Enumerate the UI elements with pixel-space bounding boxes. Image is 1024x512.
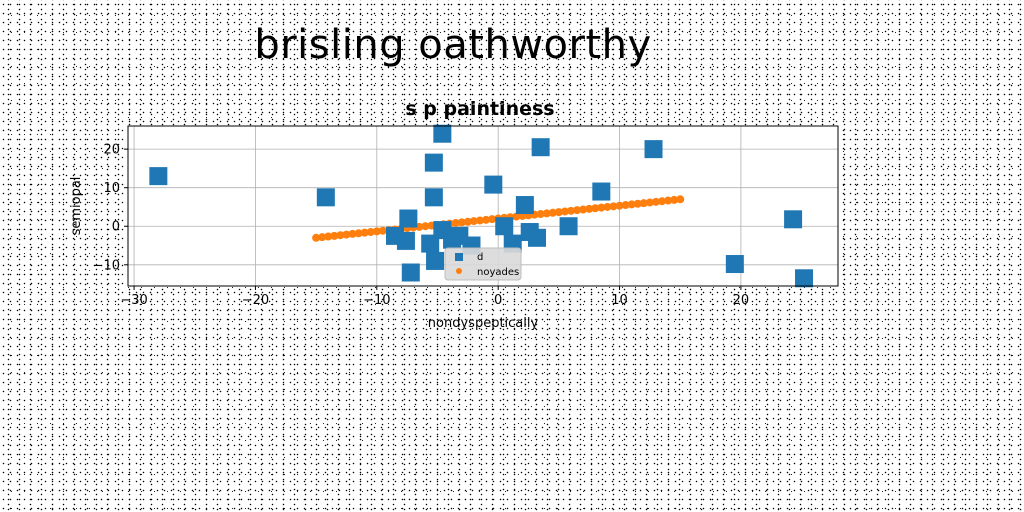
- noyades-point: [639, 199, 648, 208]
- noyades-point: [348, 229, 357, 238]
- noyades-point: [536, 210, 545, 219]
- noyades-point: [482, 215, 491, 224]
- noyades-point: [488, 215, 497, 224]
- noyades-point: [324, 232, 333, 241]
- x-tick-label: 10: [611, 293, 628, 308]
- noyades-point: [615, 201, 624, 210]
- noyades-point: [658, 197, 667, 206]
- noyades-point: [609, 202, 618, 211]
- noyades-point: [554, 208, 563, 217]
- legend-noyades-label: noyades: [477, 267, 519, 278]
- chart-title: s p paintiness: [405, 98, 554, 120]
- noyades-point: [469, 217, 478, 226]
- noyades-point: [633, 199, 642, 208]
- d-point: [396, 231, 415, 250]
- d-point: [495, 217, 514, 236]
- d-point: [424, 188, 443, 207]
- noyades-point: [645, 198, 654, 207]
- noyades-point: [560, 207, 569, 216]
- noyades-point: [312, 233, 321, 242]
- noyades-point: [579, 205, 588, 214]
- d-point: [531, 138, 550, 157]
- d-point: [592, 182, 611, 201]
- y-axis-label: semiopal: [69, 177, 84, 236]
- d-point: [795, 269, 814, 288]
- noyades-point: [670, 195, 679, 204]
- noyades-point: [378, 226, 387, 235]
- d-point: [426, 251, 445, 270]
- d-point: [399, 209, 418, 228]
- noyades-point: [372, 227, 381, 236]
- x-tick-label: 20: [733, 293, 750, 308]
- noyades-point: [318, 233, 327, 242]
- noyades-point: [597, 203, 606, 212]
- noyades-point: [542, 209, 551, 218]
- noyades-point: [512, 212, 521, 221]
- noyades-point: [463, 217, 472, 226]
- page-title: brisling oathworthy: [254, 22, 652, 68]
- legend-box: [444, 247, 522, 281]
- noyades-point: [591, 204, 600, 213]
- d-point: [316, 188, 335, 207]
- d-point: [725, 255, 744, 274]
- noyades-point: [336, 231, 345, 240]
- y-tick-label: 0: [112, 220, 120, 235]
- y-tick-label: −10: [93, 258, 120, 273]
- x-tick-label: −20: [242, 293, 269, 308]
- noyades-point: [360, 228, 369, 237]
- noyades-point: [354, 229, 363, 238]
- y-tick-label: 20: [103, 143, 120, 158]
- y-tick-label: 10: [103, 181, 120, 196]
- noyades-point: [548, 208, 557, 217]
- d-point: [515, 196, 534, 215]
- noyades-point: [585, 204, 594, 213]
- legend-d-label: d: [477, 252, 483, 263]
- noyades-point: [573, 206, 582, 215]
- noyades-point: [566, 206, 575, 215]
- noyades-point: [651, 197, 660, 206]
- x-axis-label: nondyspeptically: [428, 316, 539, 331]
- d-point: [484, 175, 503, 194]
- plot-frame: [127, 125, 839, 287]
- d-point: [784, 210, 803, 229]
- d-point: [401, 263, 420, 282]
- noyades-point: [603, 202, 612, 211]
- legend-noyades-marker: [456, 268, 462, 274]
- d-point: [424, 153, 443, 172]
- x-tick-label: −30: [120, 293, 147, 308]
- noyades-point: [621, 201, 630, 210]
- d-point: [433, 124, 452, 143]
- noyades-point: [366, 228, 375, 237]
- noyades-point: [475, 216, 484, 225]
- noyades-point: [451, 219, 460, 228]
- noyades-point: [457, 218, 466, 227]
- noyades-point: [676, 195, 685, 204]
- noyades-point: [330, 231, 339, 240]
- d-point: [559, 217, 578, 236]
- legend-d-marker: [455, 253, 463, 261]
- d-point: [528, 228, 547, 247]
- noyades-point: [342, 230, 351, 239]
- x-tick-label: 0: [494, 293, 502, 308]
- noyades-point: [627, 200, 636, 209]
- ticks-layer: −30 −20 −10 0 10 20 −10 0 10 20: [93, 143, 750, 308]
- legend: d noyades: [444, 247, 522, 281]
- noyades-point: [664, 196, 673, 205]
- d-point: [644, 140, 663, 159]
- noyades-point: [421, 222, 430, 231]
- d-point: [149, 167, 168, 186]
- x-tick-label: −10: [363, 293, 390, 308]
